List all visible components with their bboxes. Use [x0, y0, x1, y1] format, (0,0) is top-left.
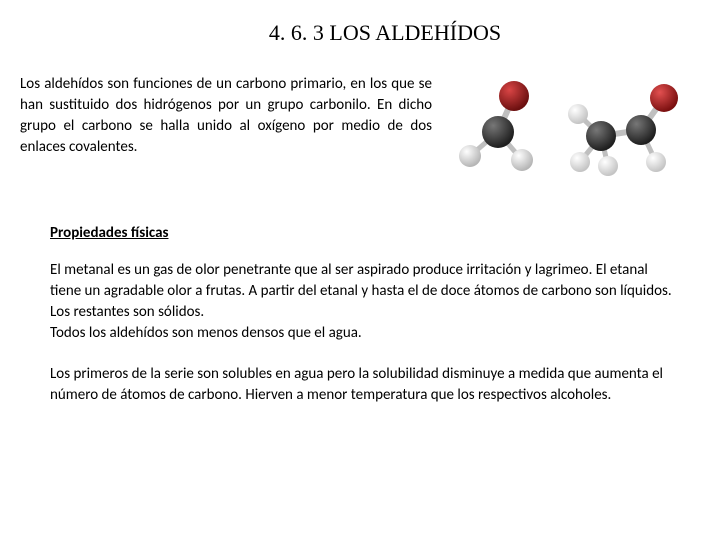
section-subtitle: Propiedades físicas [50, 224, 690, 242]
page-title: 4. 6. 3 LOS ALDEHÍDOS [80, 20, 690, 46]
paragraph-2: Los primeros de la serie son solubles en… [50, 364, 680, 406]
molecule-images [448, 74, 690, 184]
paragraph-1: El metanal es un gas de olor penetrante … [50, 260, 680, 344]
molecule-acetaldehyde [556, 74, 686, 184]
molecule-formaldehyde [448, 74, 548, 184]
intro-paragraph: Los aldehídos son funciones de un carbon… [20, 74, 432, 184]
intro-row: Los aldehídos son funciones de un carbon… [20, 74, 690, 184]
